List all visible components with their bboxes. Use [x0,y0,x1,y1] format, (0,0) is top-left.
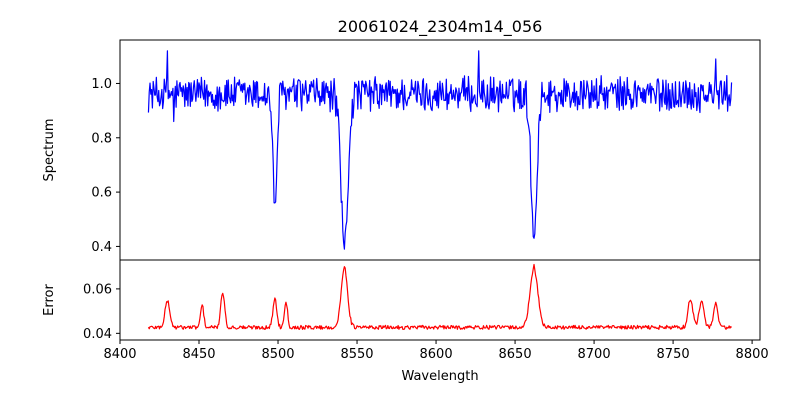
spectrum-panel: 0.4 0.6 0.8 1.0 Spectrum [42,39,761,261]
x-tick-label: 8650 [499,347,532,362]
error-line [147,263,732,330]
spectrum-line [147,50,733,250]
error-y-tick-label: 0.06 [83,282,112,297]
x-tick-label: 8400 [103,347,136,362]
spectrum-y-axis-label: Spectrum [42,119,57,182]
error-axes-frame [119,259,761,341]
error-y-axis-label: Error [42,284,57,316]
x-tick-label: 8750 [657,347,690,362]
x-tick-label: 8550 [340,347,373,362]
x-tick-label: 8700 [578,347,611,362]
spectrum-y-tick-label: 1.0 [91,77,112,92]
spectrum-series [147,50,733,250]
chart-title: 20061024_2304m14_056 [338,17,543,37]
x-tick-label: 8500 [261,347,294,362]
error-y-ticks: 0.04 0.06 [83,282,120,342]
x-axis-ticks: 8400 8450 8500 8550 8600 8650 8700 8750 8800 [103,340,769,362]
x-tick-label: 8450 [182,347,215,362]
spectrum-y-tick-label: 0.6 [91,186,112,201]
error-y-tick-label: 0.04 [83,327,112,342]
spectrum-y-tick-label: 0.8 [91,131,112,146]
x-tick-label: 8600 [420,347,453,362]
error-panel: 0.04 0.06 8400 8450 8500 8550 8600 8650 8700 875… [42,259,769,384]
spectrum-y-tick-label: 0.4 [91,240,112,255]
x-tick-label: 8800 [736,347,769,362]
x-axis-label: Wavelength [401,369,478,384]
error-series [147,263,732,330]
spectrum-y-ticks: 0.4 0.6 0.8 1.0 [91,77,120,255]
